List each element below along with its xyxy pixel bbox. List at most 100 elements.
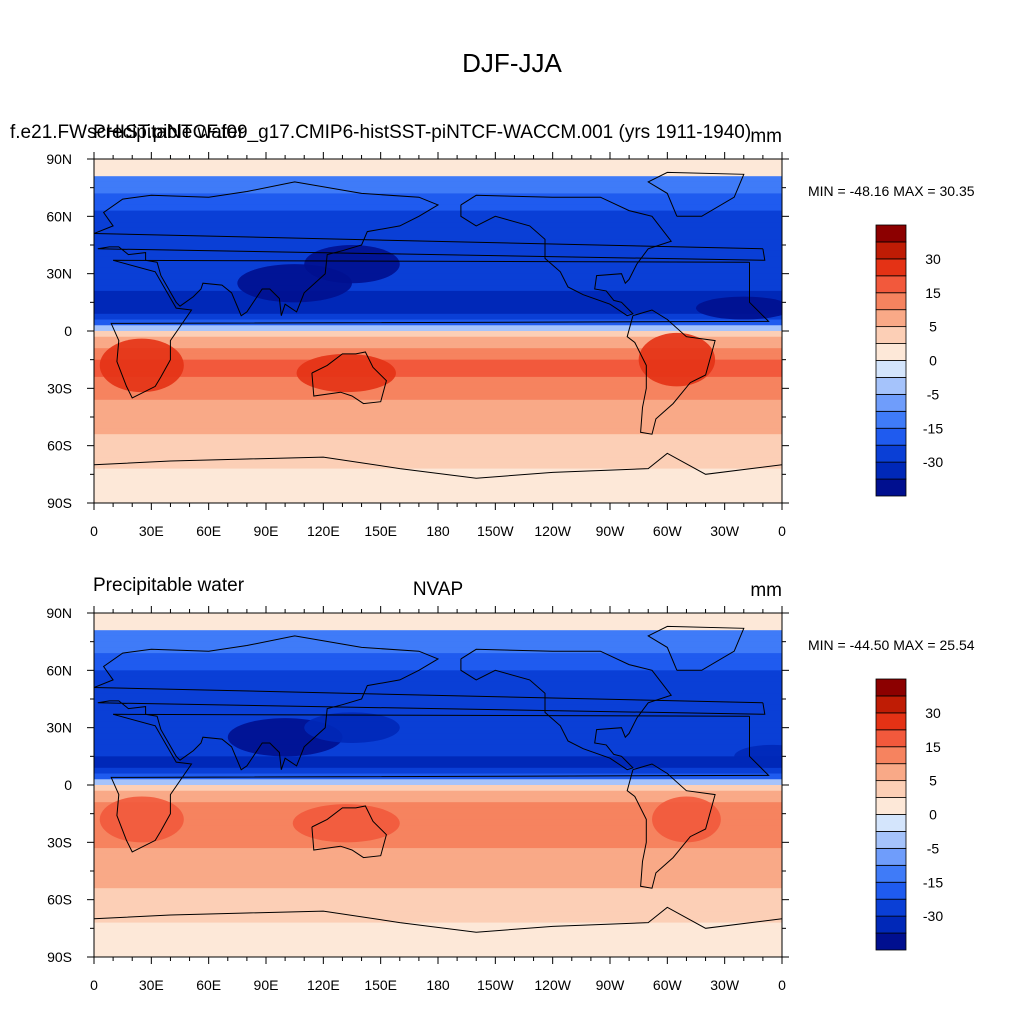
field-band bbox=[94, 710, 782, 717]
field-band bbox=[94, 262, 782, 269]
y-tick-label: 60N bbox=[46, 662, 72, 678]
field-band bbox=[94, 779, 782, 786]
colorbar-label: 30 bbox=[925, 705, 941, 721]
bottom-panel-case-title: NVAP bbox=[413, 579, 463, 600]
field-band bbox=[94, 951, 782, 957]
colorbar-swatch bbox=[875, 461, 907, 480]
field-band bbox=[94, 630, 782, 637]
field-band bbox=[94, 296, 782, 303]
field-band bbox=[94, 457, 782, 464]
field-band bbox=[94, 750, 782, 757]
field-band bbox=[94, 882, 782, 889]
colorbar-label: -15 bbox=[923, 420, 943, 436]
colorbar-swatch bbox=[875, 729, 907, 748]
colorbar-swatch bbox=[875, 932, 907, 951]
field-band bbox=[94, 928, 782, 935]
field-band bbox=[94, 681, 782, 689]
field-band bbox=[94, 181, 782, 189]
field-band bbox=[94, 762, 782, 769]
field-band bbox=[94, 428, 782, 435]
field-anomaly bbox=[99, 796, 184, 843]
coastline bbox=[110, 259, 770, 399]
field-anomaly bbox=[696, 296, 782, 320]
field-band bbox=[94, 739, 782, 746]
field-anomaly bbox=[292, 804, 400, 843]
x-tick-label: 60E bbox=[196, 977, 221, 993]
colorbar-label: -5 bbox=[927, 840, 940, 856]
field-band bbox=[94, 302, 782, 309]
field-band bbox=[94, 825, 782, 832]
colorbar-swatch bbox=[875, 881, 907, 900]
field-band bbox=[94, 348, 782, 355]
field-band bbox=[94, 331, 782, 338]
field-band bbox=[94, 439, 782, 447]
y-tick-label: 0 bbox=[64, 323, 72, 339]
coastline bbox=[94, 181, 766, 317]
field-anomaly bbox=[304, 245, 400, 284]
field-band bbox=[94, 893, 782, 901]
field-band bbox=[94, 802, 782, 809]
field-band bbox=[94, 267, 782, 275]
field-band bbox=[94, 635, 782, 643]
field-band bbox=[94, 216, 782, 223]
field-band bbox=[94, 308, 782, 315]
field-band bbox=[94, 842, 782, 849]
coastline bbox=[647, 625, 745, 671]
coastline bbox=[460, 648, 673, 771]
colorbar-swatch bbox=[875, 814, 907, 832]
field-band bbox=[94, 353, 782, 361]
coastline bbox=[311, 805, 387, 859]
field-band bbox=[94, 227, 782, 235]
colorbar-swatch bbox=[875, 746, 907, 765]
field-band bbox=[94, 796, 782, 803]
x-tick-label: 60E bbox=[196, 523, 221, 539]
x-tick-label: 30W bbox=[710, 523, 740, 539]
field-band bbox=[94, 911, 782, 918]
field-band bbox=[94, 767, 782, 775]
field-band bbox=[94, 664, 782, 671]
top-panel-units: mm bbox=[750, 126, 782, 147]
x-tick-label: 120E bbox=[307, 977, 340, 993]
field-band bbox=[94, 876, 782, 884]
field-anomaly bbox=[652, 796, 721, 843]
field-band bbox=[94, 394, 782, 401]
colorbar-swatch bbox=[875, 678, 907, 697]
field-band bbox=[94, 756, 782, 763]
field-band bbox=[94, 819, 782, 826]
field-band bbox=[94, 245, 782, 252]
field-band bbox=[94, 176, 782, 183]
field-band bbox=[94, 325, 782, 332]
y-tick-label: 90N bbox=[46, 605, 72, 621]
field-band bbox=[94, 187, 782, 194]
y-tick-label: 30S bbox=[47, 380, 72, 396]
field-band bbox=[94, 290, 782, 298]
x-tick-label: 30W bbox=[710, 977, 740, 993]
field-band bbox=[94, 859, 782, 866]
field-band bbox=[94, 371, 782, 378]
field-band bbox=[94, 733, 782, 740]
x-tick-label: 180 bbox=[426, 977, 450, 993]
colorbar-label: 15 bbox=[925, 285, 941, 301]
field-band bbox=[94, 922, 782, 929]
colorbar-label: 5 bbox=[929, 773, 937, 789]
coastline bbox=[94, 635, 766, 771]
y-tick-label: 30N bbox=[46, 266, 72, 282]
colorbar-swatch bbox=[875, 831, 907, 849]
x-tick-label: 30E bbox=[139, 523, 164, 539]
colorbar-swatch bbox=[875, 444, 907, 463]
top-panel-case-title: f.e21.FWscHIST.piNTCF.f09_g17.CMIP6-hist… bbox=[10, 122, 751, 143]
field-band bbox=[94, 313, 782, 321]
x-tick-label: 150E bbox=[364, 977, 397, 993]
field-band bbox=[94, 934, 782, 941]
x-tick-label: 60W bbox=[653, 977, 683, 993]
colorbar-swatch bbox=[875, 393, 907, 412]
colorbar-swatch bbox=[875, 780, 907, 798]
field-band bbox=[94, 250, 782, 258]
y-tick-label: 0 bbox=[64, 777, 72, 793]
x-tick-label: 150W bbox=[477, 977, 514, 993]
x-tick-label: 30E bbox=[139, 977, 164, 993]
colorbar-swatch bbox=[875, 309, 907, 328]
x-tick-label: 90W bbox=[596, 523, 626, 539]
colorbar-swatch bbox=[875, 427, 907, 446]
field-band bbox=[94, 445, 782, 452]
